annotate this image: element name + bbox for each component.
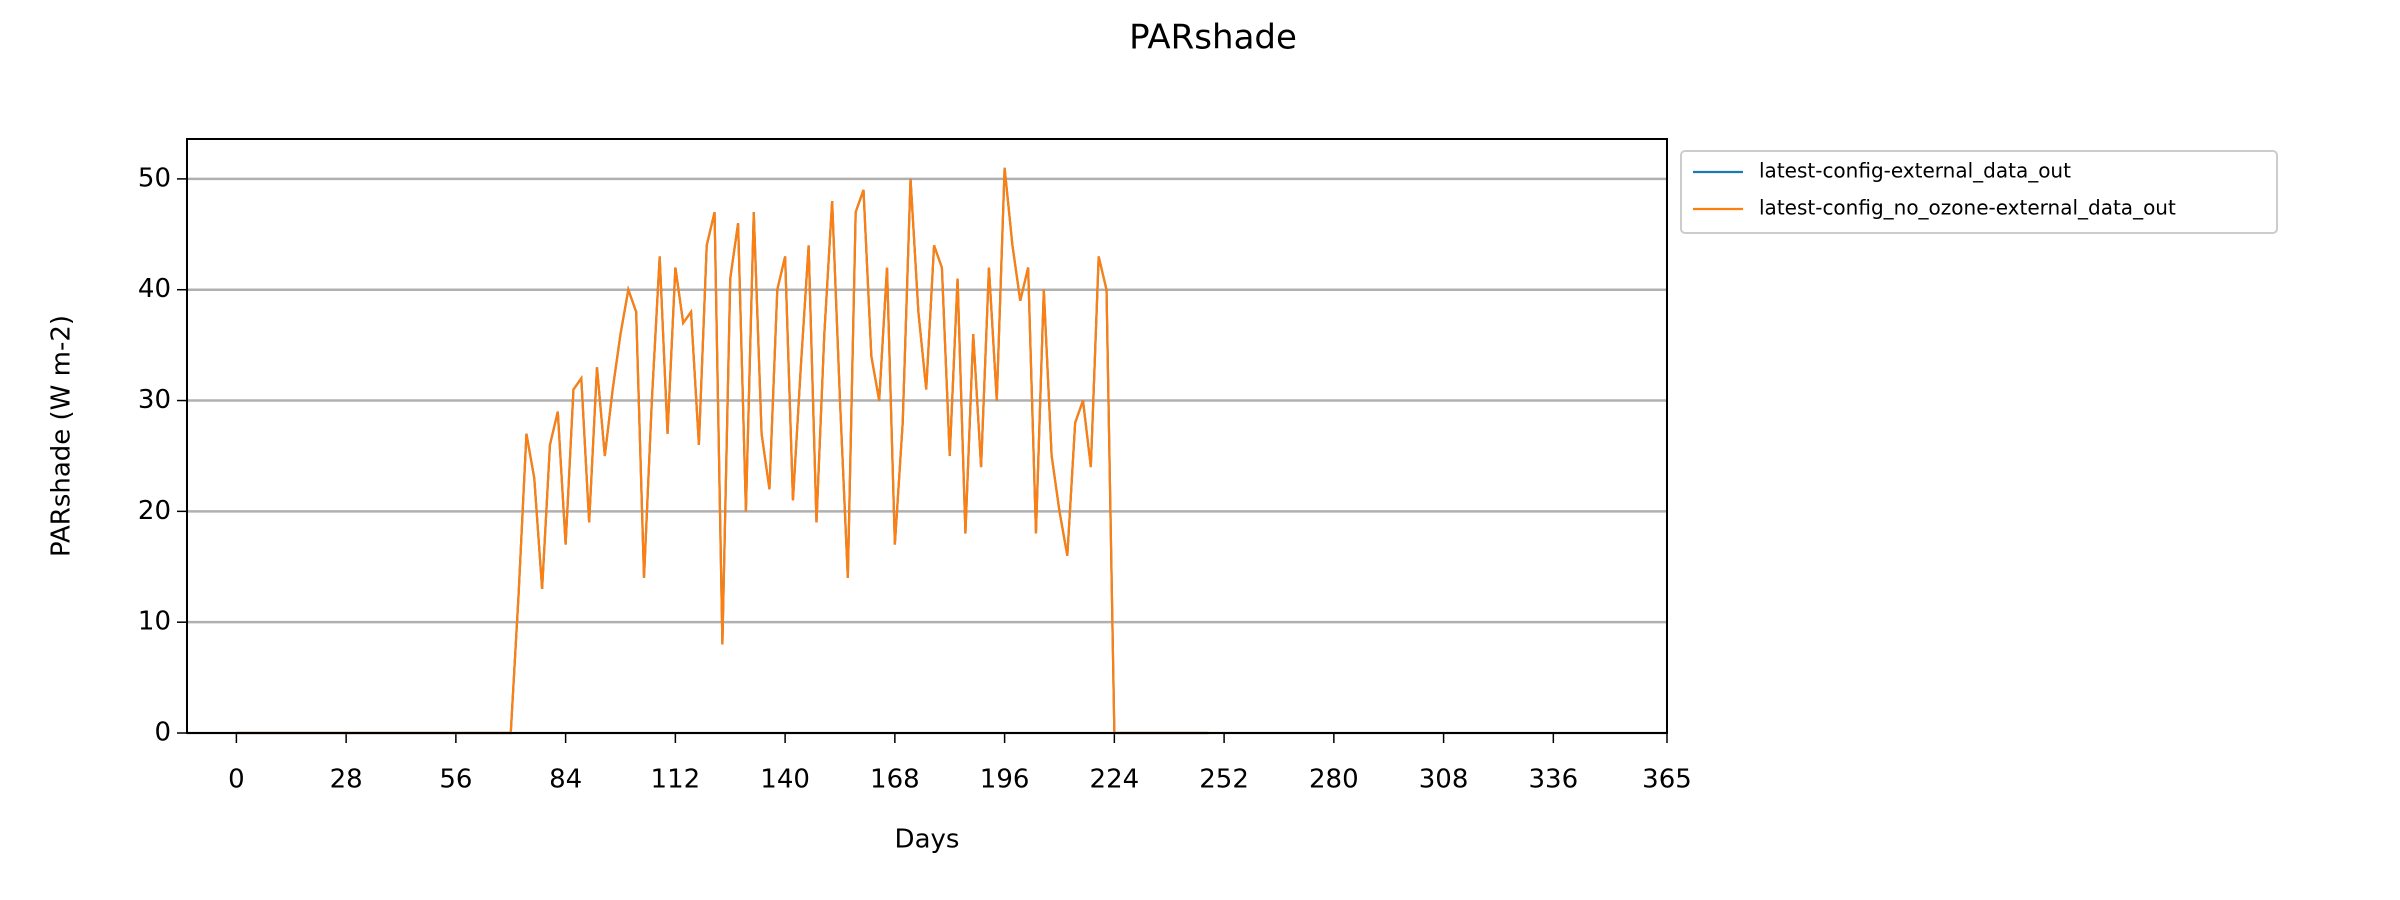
x-tick-label: 196 bbox=[980, 765, 1030, 795]
y-tick-label: 0 bbox=[154, 718, 171, 748]
y-axis-label: PARshade (W m-2) bbox=[47, 315, 77, 557]
x-axis-label: Days bbox=[895, 825, 960, 855]
legend-label: latest-config_no_ozone-external_data_out bbox=[1759, 196, 2176, 220]
x-tick-label: 28 bbox=[330, 765, 363, 795]
chart-title: PARshade bbox=[1129, 18, 1297, 58]
x-tick-label: 56 bbox=[439, 765, 472, 795]
y-tick-label: 50 bbox=[138, 163, 171, 193]
x-tick-label: 336 bbox=[1529, 765, 1579, 795]
x-tick-label: 224 bbox=[1090, 765, 1140, 795]
data-line bbox=[236, 167, 1209, 735]
legend-box bbox=[1680, 150, 2278, 234]
plot-frame bbox=[186, 138, 1668, 734]
x-tick-label: 0 bbox=[228, 765, 245, 795]
x-tick-label: 308 bbox=[1419, 765, 1469, 795]
y-tick-label: 10 bbox=[138, 607, 171, 637]
legend-label: latest-config-external_data_out bbox=[1759, 159, 2071, 183]
x-tick-label: 365 bbox=[1642, 765, 1692, 795]
x-tick-label: 168 bbox=[870, 765, 920, 795]
x-tick-label: 280 bbox=[1309, 765, 1359, 795]
x-tick-label: 84 bbox=[549, 765, 582, 795]
x-tick-label: 112 bbox=[651, 765, 701, 795]
x-tick-label: 140 bbox=[760, 765, 810, 795]
x-tick-label: 252 bbox=[1199, 765, 1249, 795]
y-tick-label: 20 bbox=[138, 496, 171, 526]
data-line bbox=[236, 167, 1209, 735]
y-tick-label: 30 bbox=[138, 385, 171, 415]
y-tick-label: 40 bbox=[138, 274, 171, 304]
